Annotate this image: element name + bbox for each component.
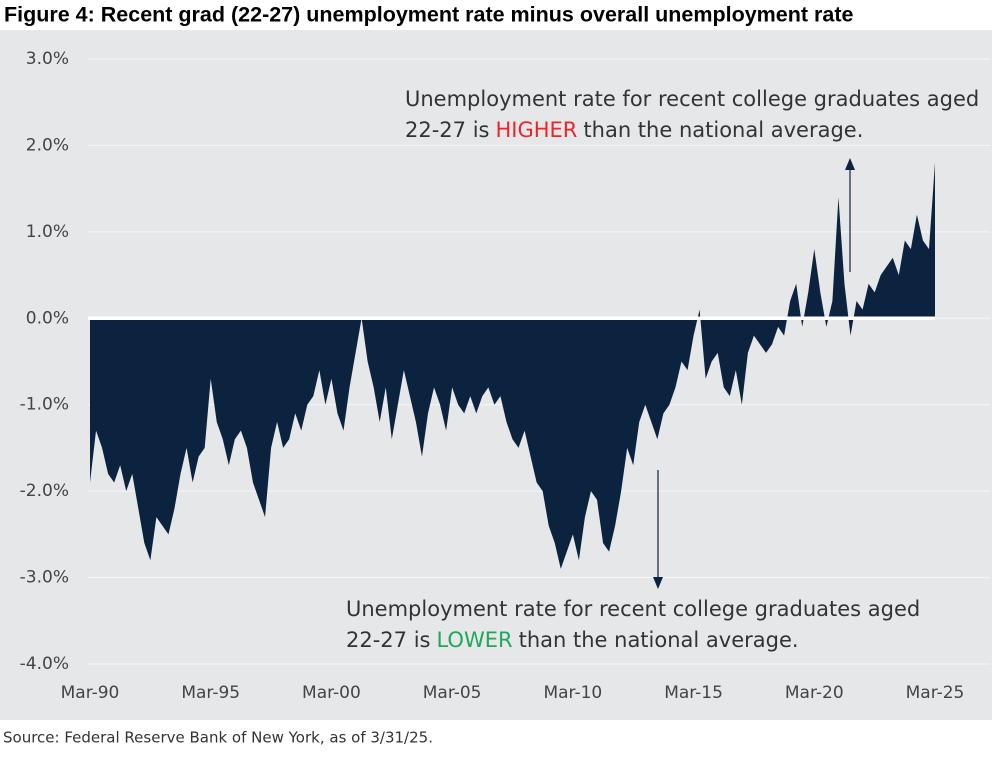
y-tick-label: -2.0%: [20, 481, 69, 501]
annotation-line: Unemployment rate for recent college gra…: [405, 87, 979, 111]
y-tick-label: 0.0%: [26, 308, 69, 328]
x-tick-label: Mar-00: [302, 683, 361, 703]
y-tick-label: 2.0%: [26, 135, 69, 155]
y-tick-label: 1.0%: [26, 222, 69, 242]
x-tick-label: Mar-25: [906, 683, 965, 703]
x-tick-label: Mar-10: [543, 683, 602, 703]
x-tick-label: Mar-20: [785, 683, 844, 703]
x-tick-label: Mar-05: [423, 683, 482, 703]
source: Source: Federal Reserve Bank of New York…: [3, 729, 433, 747]
annotation-line: 22-27 is HIGHER than the national average.: [405, 118, 863, 142]
annotation-text: 22-27 is: [346, 628, 430, 652]
annotation-text: than the national average.: [583, 118, 863, 142]
annotation-text: 22-27 is: [405, 118, 489, 142]
x-tick-label: Mar-95: [181, 683, 240, 703]
x-tick-label: Mar-90: [61, 683, 120, 703]
annotation-emphasis: LOWER: [436, 628, 512, 652]
annotation-line: 22-27 is LOWER than the national average.: [346, 628, 799, 652]
y-tick-label: -3.0%: [20, 568, 69, 588]
y-tick-label: -4.0%: [20, 654, 69, 674]
arrow-head: [845, 158, 855, 170]
annotation-line: Unemployment rate for recent college gra…: [346, 597, 920, 621]
annotation-high: Unemployment rate for recent college gra…: [405, 87, 979, 142]
x-tick-label: Mar-15: [664, 683, 723, 703]
annotation-emphasis: HIGHER: [495, 118, 577, 142]
chart-title: Figure 4: Recent grad (22-27) unemployme…: [4, 3, 854, 27]
y-tick-label: -1.0%: [20, 395, 69, 415]
plot: -4.0% -3.0% -2.0% -1.0% 0.0% 1.0% 2.0% 3.0% Mar-…: [20, 49, 990, 703]
area: [90, 162, 935, 569]
arrow-head: [653, 577, 663, 589]
annotation-low: Unemployment rate for recent college gra…: [346, 597, 920, 652]
y-tick-label: 3.0%: [26, 49, 69, 69]
annotation-text: than the national average.: [519, 628, 799, 652]
